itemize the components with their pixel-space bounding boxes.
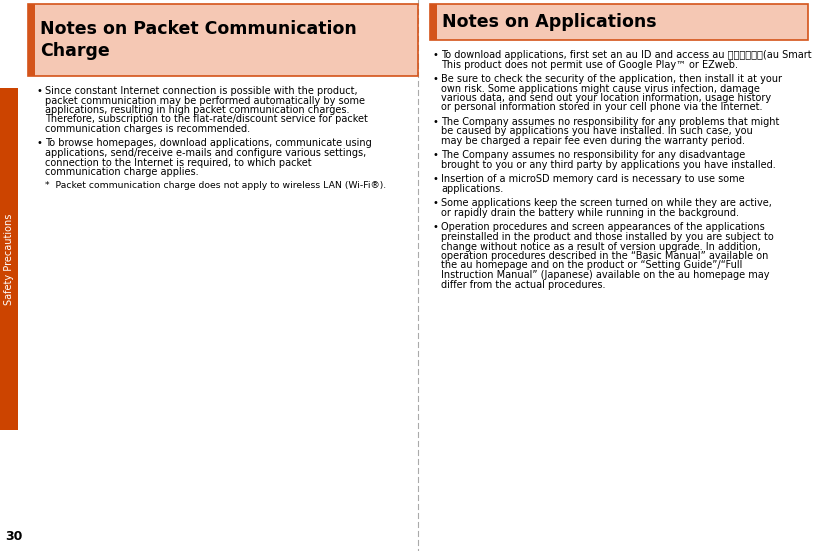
Text: •: • bbox=[433, 50, 438, 60]
Text: •: • bbox=[433, 198, 438, 208]
Text: Since constant Internet connection is possible with the product,: Since constant Internet connection is po… bbox=[45, 86, 358, 96]
Text: •: • bbox=[433, 175, 438, 185]
Bar bbox=[0, 88, 18, 430]
Text: Instruction Manual” (Japanese) available on the au homepage may: Instruction Manual” (Japanese) available… bbox=[441, 270, 769, 280]
Text: communication charges is recommended.: communication charges is recommended. bbox=[45, 124, 250, 134]
Text: own risk. Some applications might cause virus infection, damage: own risk. Some applications might cause … bbox=[441, 84, 760, 94]
Text: be caused by applications you have installed. In such case, you: be caused by applications you have insta… bbox=[441, 127, 753, 137]
Bar bbox=[28, 4, 35, 76]
Text: The Company assumes no responsibility for any problems that might: The Company assumes no responsibility fo… bbox=[441, 117, 779, 127]
Text: This product does not permit use of Google Play™ or EZweb.: This product does not permit use of Goog… bbox=[441, 60, 738, 69]
Text: preinstalled in the product and those installed by you are subject to: preinstalled in the product and those in… bbox=[441, 232, 773, 242]
Text: applications, send/receive e-mails and configure various settings,: applications, send/receive e-mails and c… bbox=[45, 148, 366, 158]
Bar bbox=[430, 4, 437, 40]
Text: •: • bbox=[433, 117, 438, 127]
Text: packet communication may be performed automatically by some: packet communication may be performed au… bbox=[45, 95, 365, 105]
Text: •: • bbox=[433, 223, 438, 233]
Text: connection to the Internet is required, to which packet: connection to the Internet is required, … bbox=[45, 158, 311, 168]
Text: or rapidly drain the battery while running in the background.: or rapidly drain the battery while runni… bbox=[441, 208, 739, 218]
Text: Operation procedures and screen appearances of the applications: Operation procedures and screen appearan… bbox=[441, 223, 764, 233]
Text: or personal information stored in your cell phone via the Internet.: or personal information stored in your c… bbox=[441, 102, 763, 112]
Bar bbox=[28, 4, 418, 76]
Text: Therefore, subscription to the flat-rate/discount service for packet: Therefore, subscription to the flat-rate… bbox=[45, 115, 368, 125]
Bar bbox=[430, 4, 808, 40]
Bar bbox=[0, 0, 18, 551]
Text: •: • bbox=[433, 74, 438, 84]
Text: To browse homepages, download applications, communicate using: To browse homepages, download applicatio… bbox=[45, 138, 372, 149]
Text: •: • bbox=[36, 86, 42, 96]
Text: may be charged a repair fee even during the warranty period.: may be charged a repair fee even during … bbox=[441, 136, 745, 146]
Text: Insertion of a microSD memory card is necessary to use some: Insertion of a microSD memory card is ne… bbox=[441, 175, 745, 185]
Text: The Company assumes no responsibility for any disadvantage: The Company assumes no responsibility fo… bbox=[441, 150, 745, 160]
Text: brought to you or any third party by applications you have installed.: brought to you or any third party by app… bbox=[441, 160, 776, 170]
Text: communication charge applies.: communication charge applies. bbox=[45, 167, 199, 177]
Text: To download applications, first set an au ID and access au スマートパス(au Smart Pass): To download applications, first set an a… bbox=[441, 50, 815, 60]
Text: differ from the actual procedures.: differ from the actual procedures. bbox=[441, 279, 606, 289]
Text: Safety Precautions: Safety Precautions bbox=[4, 213, 14, 305]
Text: Some applications keep the screen turned on while they are active,: Some applications keep the screen turned… bbox=[441, 198, 772, 208]
Text: 30: 30 bbox=[6, 530, 23, 543]
Text: Notes on Applications: Notes on Applications bbox=[442, 13, 657, 31]
Text: applications, resulting in high packet communication charges.: applications, resulting in high packet c… bbox=[45, 105, 350, 115]
Text: Be sure to check the security of the application, then install it at your: Be sure to check the security of the app… bbox=[441, 74, 782, 84]
Text: applications.: applications. bbox=[441, 184, 503, 194]
Text: •: • bbox=[433, 150, 438, 160]
Text: operation procedures described in the “Basic Manual” available on: operation procedures described in the “B… bbox=[441, 251, 769, 261]
Text: the au homepage and on the product or “Setting Guide”/“Full: the au homepage and on the product or “S… bbox=[441, 261, 742, 271]
Text: •: • bbox=[36, 138, 42, 149]
Text: Notes on Packet Communication
Charge: Notes on Packet Communication Charge bbox=[40, 20, 357, 60]
Text: *  Packet communication charge does not apply to wireless LAN (Wi-Fi®).: * Packet communication charge does not a… bbox=[45, 181, 386, 191]
Text: various data, and send out your location information, usage history: various data, and send out your location… bbox=[441, 93, 771, 103]
Text: change without notice as a result of version upgrade. In addition,: change without notice as a result of ver… bbox=[441, 241, 761, 251]
